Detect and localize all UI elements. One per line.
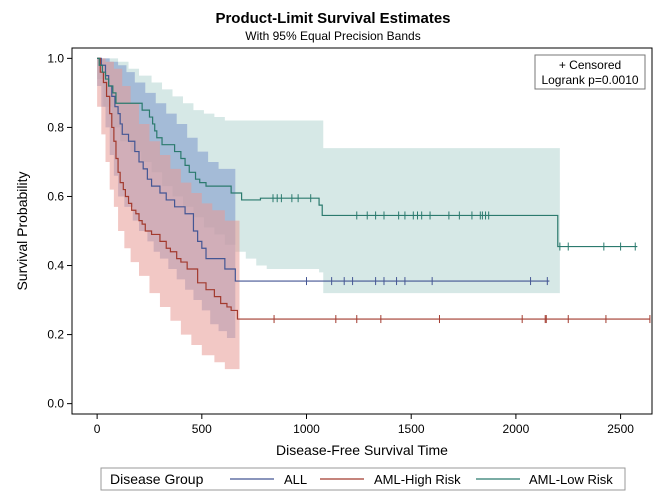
legend-label-aml-high-risk: AML-High Risk (374, 472, 461, 487)
y-tick-label: 0.0 (47, 397, 64, 411)
y-tick-label: 1.0 (47, 51, 64, 65)
survival-curves (97, 57, 650, 320)
y-tick-label: 0.6 (47, 189, 64, 203)
x-axis: 0 500 1000 1500 2000 2500 (94, 414, 634, 436)
x-tick-label: 1500 (398, 422, 425, 436)
y-axis: 0.0 0.2 0.4 0.6 0.8 1.0 (47, 51, 72, 411)
legend-title: Disease Group (110, 471, 204, 487)
band-aml-low-risk (97, 58, 560, 294)
chart-subtitle: With 95% Equal Precision Bands (245, 29, 421, 43)
plot-frame (71, 47, 653, 415)
x-tick-label: 2500 (607, 422, 634, 436)
censored-label: + Censored (559, 58, 621, 72)
censor-marks (272, 194, 651, 324)
curve-all (97, 57, 550, 282)
chart-title: Product-Limit Survival Estimates (215, 10, 451, 27)
x-tick-label: 0 (94, 422, 101, 436)
y-tick-label: 0.4 (47, 259, 64, 273)
x-axis-label: Disease-Free Survival Time (276, 442, 448, 458)
y-tick-label: 0.8 (47, 120, 64, 134)
legend: Disease Group ALL AML-High Risk AML-Low … (100, 467, 626, 491)
logrank-label: Logrank p=0.0010 (541, 73, 638, 87)
curve-aml-high-risk (97, 57, 650, 320)
legend-label-all: ALL (284, 472, 307, 487)
inset-box: + Censored Logrank p=0.0010 (534, 54, 646, 90)
curve-aml-low-risk (97, 57, 638, 248)
x-tick-label: 500 (192, 422, 212, 436)
x-tick-label: 1000 (293, 422, 320, 436)
confidence-bands (97, 58, 560, 370)
band-aml-high-risk (97, 58, 240, 370)
y-tick-label: 0.2 (47, 328, 64, 342)
legend-label-aml-low-risk: AML-Low Risk (529, 472, 613, 487)
y-axis-label: Survival Probability (14, 171, 30, 290)
x-tick-label: 2000 (503, 422, 530, 436)
